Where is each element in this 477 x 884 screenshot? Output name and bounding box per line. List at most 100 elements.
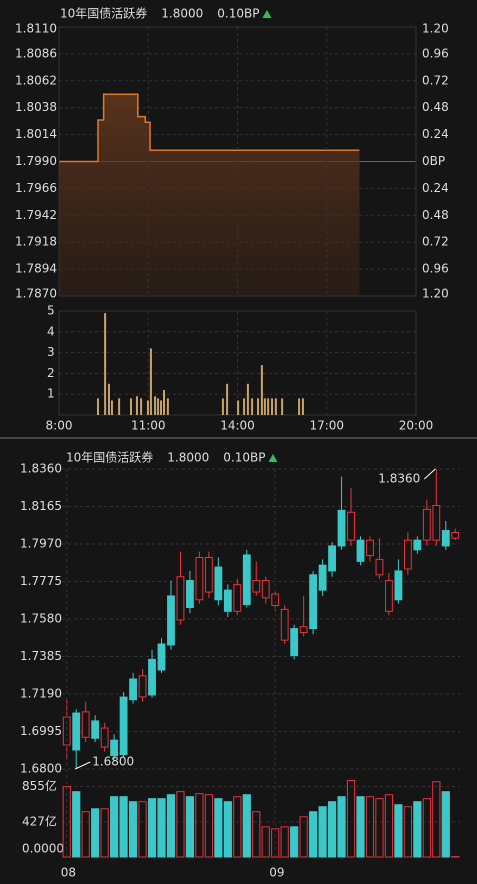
volume-bar <box>337 796 346 858</box>
y-tick-label: 0.0000 <box>22 842 64 856</box>
volume-bar <box>318 806 327 858</box>
volume-bar <box>394 804 403 858</box>
volume-bar <box>62 786 71 858</box>
y-tick-label: 1 <box>47 387 55 401</box>
x-tick-label: 08 <box>61 866 76 880</box>
volume-bar <box>221 398 224 415</box>
volume-bar <box>110 796 119 858</box>
volume-bar <box>327 801 337 858</box>
volume-bar <box>138 801 147 858</box>
volume-bar <box>271 828 280 858</box>
candle-body <box>366 539 374 557</box>
volume-bar <box>384 794 394 858</box>
volume-bar <box>251 398 254 415</box>
candle-body <box>252 580 261 593</box>
y-tick-label: 1.7870 <box>15 287 57 301</box>
candle-body <box>299 626 308 633</box>
candle-body <box>214 566 223 601</box>
candle-body <box>337 509 346 547</box>
candle-body <box>138 675 147 698</box>
y-tick-label: 1.6800 <box>20 762 62 776</box>
volume-bar <box>375 798 384 858</box>
y2-tick-label: 0BP <box>422 154 445 168</box>
candle-body <box>375 558 384 576</box>
x-tick-label: 09 <box>269 866 284 880</box>
candle-body <box>100 727 109 748</box>
y-tick-label: 1.8014 <box>15 127 57 141</box>
volume-bar <box>157 798 166 858</box>
annotation-arrow <box>75 761 91 770</box>
y-tick-label: 1.7918 <box>15 235 57 249</box>
y2-tick-label: 0.24 <box>422 127 449 141</box>
y-tick-label: 427亿 <box>22 813 57 828</box>
x-tick-label: 20:00 <box>399 419 434 433</box>
y-tick-label: 1.7894 <box>15 262 57 276</box>
volume-bar <box>128 801 138 858</box>
volume-bar <box>129 398 132 415</box>
volume-bar <box>226 383 229 415</box>
candle-body <box>271 593 280 607</box>
candle-body <box>81 711 90 738</box>
volume-bar <box>280 826 289 858</box>
candle-body <box>157 643 166 671</box>
y2-tick-label: 0.96 <box>422 46 449 60</box>
volume-bar <box>422 798 431 858</box>
y-tick-label: 1.8038 <box>15 100 57 114</box>
volume-bar <box>157 398 160 415</box>
y2-tick-label: 0.24 <box>422 181 449 195</box>
volume-bar <box>281 398 284 415</box>
volume-bar <box>233 796 242 858</box>
candle-body <box>119 696 128 756</box>
volume-bar <box>223 801 232 858</box>
x-tick-label: 11:00 <box>131 419 166 433</box>
candle-body <box>280 608 289 641</box>
candle-body <box>451 531 460 539</box>
y2-tick-label: 0.48 <box>422 100 449 114</box>
volume-bar <box>104 313 107 415</box>
volume-bar <box>110 400 113 415</box>
x-tick-label: 17:00 <box>309 419 344 433</box>
y-tick-label: 2 <box>47 366 55 380</box>
volume-bar <box>257 398 260 415</box>
volume-bar <box>135 396 138 415</box>
up-arrow-icon <box>262 10 272 18</box>
candle-body <box>347 511 355 541</box>
volume-bar <box>252 811 261 858</box>
y-tick-label: 5 <box>47 304 55 318</box>
y-tick-label: 1.8086 <box>15 46 57 60</box>
y-tick-label: 4 <box>47 324 55 338</box>
volume-bar <box>346 779 356 858</box>
x-tick-label: 14:00 <box>220 419 255 433</box>
y2-tick-label: 0.72 <box>422 73 449 87</box>
volume-bar <box>432 781 441 858</box>
volume-bar <box>299 816 308 858</box>
volume-bar <box>298 398 301 415</box>
volume-bar <box>242 794 251 858</box>
volume-bar <box>413 801 422 858</box>
y2-tick-label: 0.48 <box>422 208 449 222</box>
y-tick-label: 1.7970 <box>20 537 62 551</box>
volume-bar <box>176 791 185 858</box>
candle-body <box>223 589 232 612</box>
y-tick-label: 3 <box>47 345 55 359</box>
candle-body <box>261 580 270 599</box>
candle-body <box>176 576 185 621</box>
candle-body <box>186 580 194 608</box>
annotation: 1.6800 <box>92 755 134 769</box>
y-tick-label: 1.7990 <box>15 154 57 168</box>
up-arrow-icon <box>268 454 278 462</box>
volume-bar <box>195 793 204 858</box>
annotation: 1.8360 <box>378 472 420 486</box>
y-tick-label: 855亿 <box>22 778 57 793</box>
candle-body <box>110 739 119 757</box>
y-tick-label: 1.7775 <box>20 574 62 588</box>
candle-body <box>195 556 204 601</box>
y-tick-label: 1.7942 <box>15 208 57 222</box>
candle-body <box>441 530 450 547</box>
price-line <box>59 93 360 163</box>
volume-bar <box>118 398 121 415</box>
candle-body <box>148 658 156 696</box>
volume-bar <box>140 398 143 415</box>
change: 0.10BP <box>223 451 265 465</box>
